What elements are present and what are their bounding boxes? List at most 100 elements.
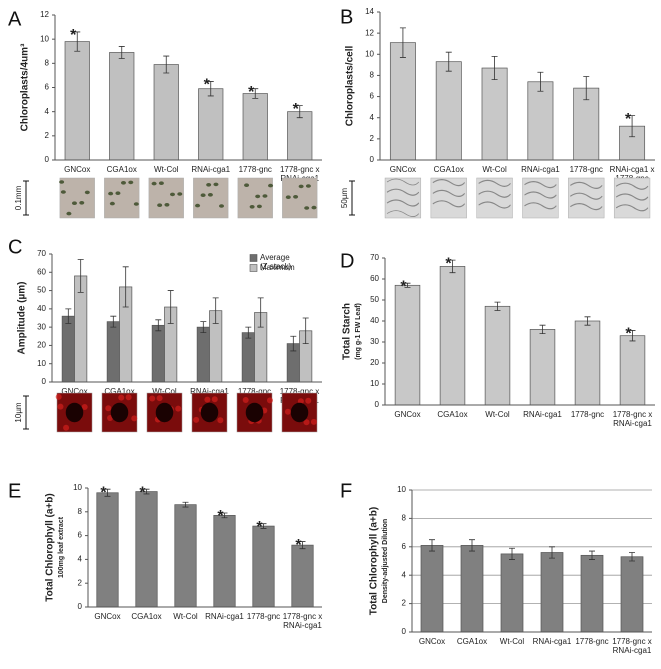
bar bbox=[252, 525, 275, 608]
bar bbox=[174, 504, 197, 608]
scale-bar bbox=[23, 180, 29, 216]
micrograph-texture bbox=[206, 183, 212, 187]
micrograph-texture bbox=[200, 193, 206, 197]
micrograph-texture bbox=[304, 206, 310, 210]
bar bbox=[481, 67, 508, 161]
error-bar bbox=[449, 259, 456, 274]
bar bbox=[291, 544, 314, 608]
error-bar bbox=[257, 297, 264, 328]
micrograph-texture bbox=[169, 192, 175, 197]
bar bbox=[420, 545, 444, 633]
bar bbox=[580, 554, 604, 633]
y-tick-label: 70 bbox=[37, 249, 46, 258]
x-tick-label: 1778-gnc bbox=[570, 165, 603, 174]
error-bar bbox=[629, 552, 635, 562]
bar bbox=[500, 553, 524, 633]
y-tick-label: 12 bbox=[365, 28, 374, 37]
micrograph-texture bbox=[156, 395, 163, 402]
error-bar bbox=[629, 115, 636, 138]
micrograph-texture bbox=[217, 417, 224, 424]
x-tick-label: GNCox bbox=[390, 165, 416, 174]
error-bar bbox=[167, 290, 174, 324]
y-tick-label: 0 bbox=[402, 627, 407, 636]
y-tick-label: 2 bbox=[78, 578, 83, 587]
error-bar bbox=[584, 316, 591, 326]
micrograph bbox=[59, 177, 95, 219]
error-bar bbox=[399, 27, 406, 58]
legend-swatch bbox=[249, 254, 258, 262]
error-bar bbox=[539, 324, 546, 334]
error-bar bbox=[200, 321, 207, 334]
bar bbox=[484, 305, 511, 406]
panel-label: F bbox=[340, 480, 352, 502]
error-bar bbox=[445, 51, 452, 72]
y-axis-label: Amplitude (µm) bbox=[17, 282, 28, 355]
micrograph-texture bbox=[55, 393, 62, 400]
micrograph-texture bbox=[615, 204, 649, 211]
panel-label: A bbox=[8, 8, 22, 30]
y-tick-label: 10 bbox=[365, 49, 374, 58]
micrograph-texture bbox=[310, 418, 317, 425]
y-tick-label: 0 bbox=[375, 400, 380, 409]
error-bar bbox=[469, 539, 475, 552]
micrograph-texture bbox=[207, 193, 213, 197]
bar bbox=[389, 42, 416, 161]
micrograph-texture bbox=[266, 397, 273, 404]
x-tick-label: RNAi-cga1 bbox=[190, 387, 229, 396]
y-tick-label: 8 bbox=[402, 514, 407, 523]
micrograph-texture bbox=[386, 210, 420, 217]
micrograph-texture bbox=[151, 181, 157, 186]
y-tick-label: 0 bbox=[78, 602, 83, 611]
bar bbox=[527, 81, 554, 161]
x-tick-label: CGA1ox bbox=[107, 165, 137, 174]
significance-marker: * bbox=[293, 101, 300, 118]
error-bar bbox=[509, 547, 515, 560]
error-bar bbox=[245, 326, 252, 339]
x-tick-label: RNAi-cga1 bbox=[521, 165, 560, 174]
bar bbox=[198, 88, 224, 161]
x-tick-label: CGA1ox bbox=[131, 612, 161, 621]
error-bar bbox=[404, 282, 411, 288]
legend-swatch bbox=[249, 264, 258, 272]
bar bbox=[109, 52, 135, 161]
y-tick-label: 30 bbox=[370, 337, 379, 346]
y-tick-label: 10 bbox=[37, 359, 46, 368]
micrograph-texture bbox=[290, 402, 309, 423]
y-tick-label: 0 bbox=[45, 155, 50, 164]
micrograph-texture bbox=[524, 181, 557, 188]
y-tick-label: 10 bbox=[40, 34, 49, 43]
x-tick-label: Wt-Col bbox=[485, 410, 510, 419]
error-bar bbox=[252, 88, 259, 99]
micrograph-texture bbox=[249, 205, 255, 209]
panel-label: E bbox=[8, 480, 21, 502]
micrograph-texture bbox=[615, 182, 649, 190]
micrograph-texture bbox=[155, 402, 174, 423]
significance-marker: * bbox=[295, 537, 302, 554]
y-tick-label: 20 bbox=[370, 358, 379, 367]
significance-marker: * bbox=[625, 326, 632, 343]
x-tick-label: 1778-gnc bbox=[571, 410, 604, 419]
panel-label: C bbox=[8, 236, 22, 258]
x-tick-label: RNAi-cga1 bbox=[205, 612, 244, 621]
micrograph-texture bbox=[386, 178, 420, 186]
significance-marker: * bbox=[400, 278, 407, 295]
y-tick-label: 8 bbox=[78, 507, 83, 516]
error-bar bbox=[182, 501, 189, 508]
micrograph bbox=[430, 177, 467, 219]
x-tick-label: Wt-Col bbox=[152, 387, 177, 396]
micrograph-texture bbox=[133, 202, 139, 206]
micrograph bbox=[104, 177, 140, 219]
bar bbox=[213, 515, 236, 608]
x-tick-label: Wt-Col bbox=[482, 165, 507, 174]
micrograph-texture bbox=[305, 184, 311, 188]
x-tick-label: Wt-Col bbox=[173, 612, 198, 621]
y-axis-label: Total Starch bbox=[342, 303, 353, 360]
micrograph-texture bbox=[108, 191, 114, 196]
micrograph-texture bbox=[115, 191, 121, 195]
micrograph-texture bbox=[262, 194, 268, 198]
micrograph-texture bbox=[285, 195, 291, 199]
bar bbox=[529, 329, 556, 406]
error-bar bbox=[212, 297, 219, 324]
